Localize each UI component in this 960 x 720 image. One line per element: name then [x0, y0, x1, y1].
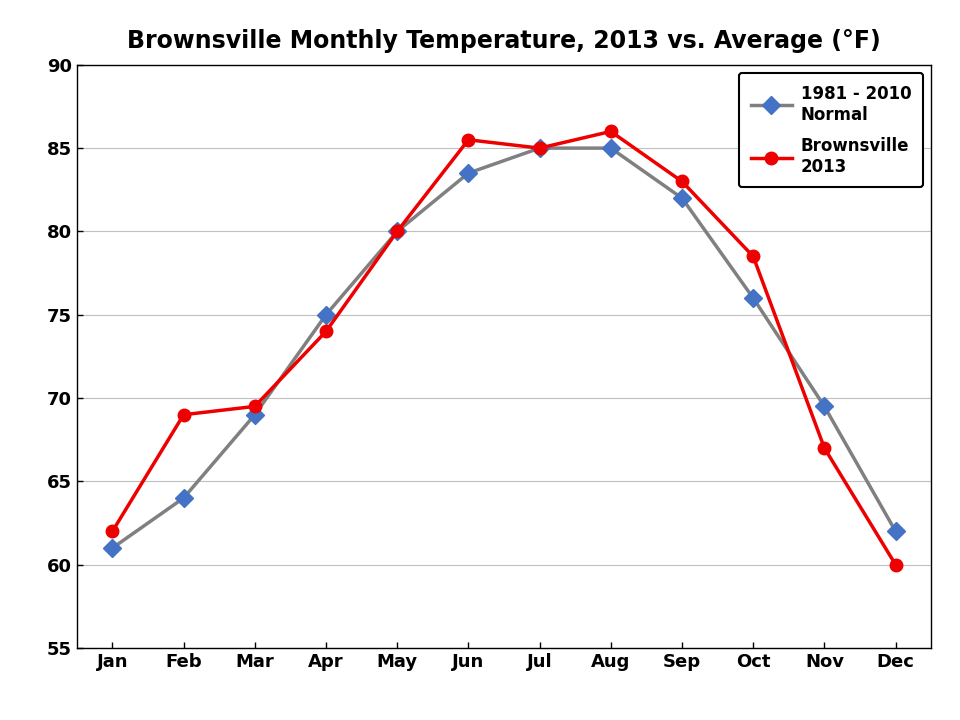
1981 - 2010
Normal — [819, 402, 830, 410]
1981 - 2010
Normal — [676, 194, 687, 202]
Brownsville
2013 — [605, 127, 616, 136]
Brownsville
2013 — [249, 402, 260, 410]
Brownsville
2013 — [178, 410, 189, 419]
Brownsville
2013 — [819, 444, 830, 452]
Title: Brownsville Monthly Temperature, 2013 vs. Average (°F): Brownsville Monthly Temperature, 2013 vs… — [127, 29, 881, 53]
Legend: 1981 - 2010
Normal, Brownsville
2013: 1981 - 2010 Normal, Brownsville 2013 — [739, 73, 923, 187]
Brownsville
2013 — [748, 252, 759, 261]
1981 - 2010
Normal — [463, 168, 474, 177]
1981 - 2010
Normal — [107, 544, 118, 552]
1981 - 2010
Normal — [890, 527, 901, 536]
Line: 1981 - 2010
Normal: 1981 - 2010 Normal — [107, 142, 901, 554]
1981 - 2010
Normal — [748, 294, 759, 302]
Brownsville
2013 — [890, 560, 901, 569]
Brownsville
2013 — [676, 177, 687, 186]
1981 - 2010
Normal — [605, 144, 616, 153]
Brownsville
2013 — [463, 135, 474, 144]
1981 - 2010
Normal — [178, 494, 189, 503]
1981 - 2010
Normal — [534, 144, 545, 153]
Brownsville
2013 — [392, 227, 403, 235]
1981 - 2010
Normal — [392, 227, 403, 235]
Line: Brownsville
2013: Brownsville 2013 — [107, 125, 901, 571]
1981 - 2010
Normal — [249, 410, 260, 419]
Brownsville
2013 — [534, 144, 545, 153]
1981 - 2010
Normal — [321, 310, 332, 319]
Brownsville
2013 — [107, 527, 118, 536]
Brownsville
2013 — [321, 327, 332, 336]
